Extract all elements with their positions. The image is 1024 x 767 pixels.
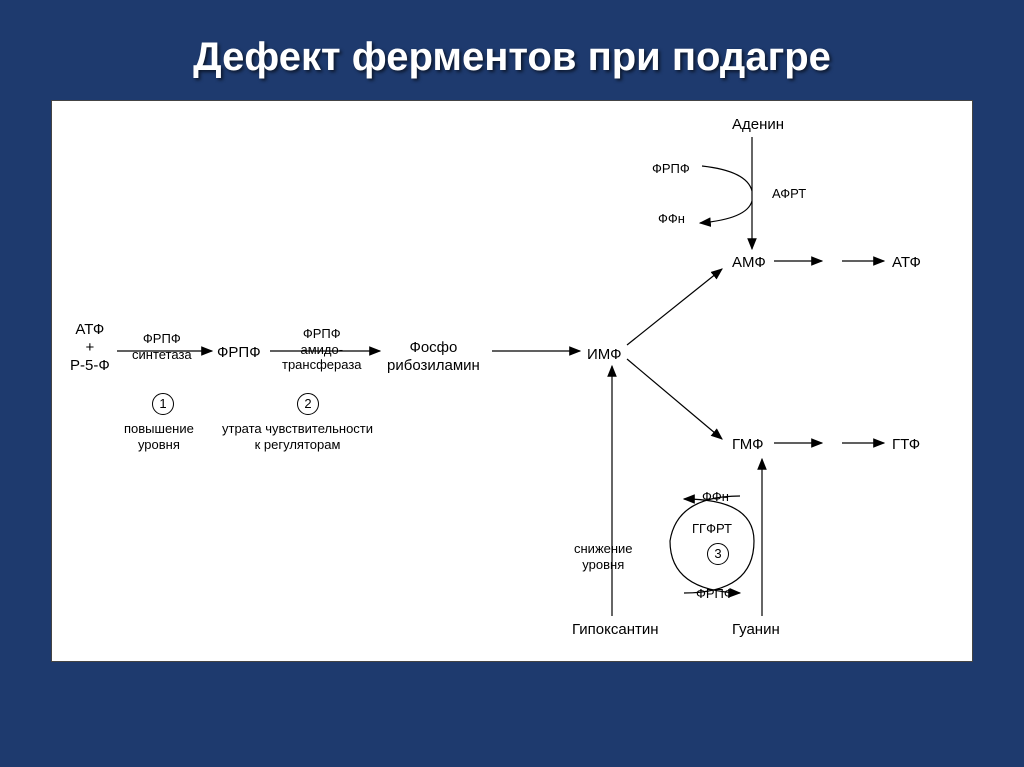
node-frpf_top: ФРПФ	[652, 161, 690, 177]
node-frpf_amido: ФРПФ амидо- трансфераза	[282, 326, 362, 373]
node-ffn_top: ФФн	[658, 211, 685, 227]
node-afrt: АФРТ	[772, 186, 806, 202]
node-caption3: снижение уровня	[574, 541, 633, 572]
node-phospho: Фосфо рибозиламин	[387, 339, 480, 375]
node-frpf_synth: ФРПФ синтетаза	[132, 331, 192, 362]
node-adenin: Аденин	[732, 116, 784, 134]
node-ffn_bot: ФФн	[702, 489, 729, 505]
node-imf: ИМФ	[587, 346, 622, 364]
node-frpf1: ФРПФ	[217, 344, 261, 362]
circle-2: 2	[297, 393, 319, 415]
node-amf: АМФ	[732, 254, 766, 272]
node-ggfrt: ГГФРТ	[692, 521, 732, 537]
node-caption1: повышение уровня	[124, 421, 194, 452]
node-caption2: утрата чувствительности к регуляторам	[222, 421, 373, 452]
node-gtf: ГТФ	[892, 436, 920, 454]
diagram-svg	[52, 101, 972, 661]
node-atf2: АТФ	[892, 254, 921, 272]
node-gmf: ГМФ	[732, 436, 764, 454]
page-title: Дефект ферментов при подагре	[0, 0, 1024, 100]
node-frpf_bot: ФРПФ	[696, 586, 734, 602]
circle-3: 3	[707, 543, 729, 565]
node-atp_r5p: АТФ + Р-5-Ф	[70, 321, 110, 375]
circle-1: 1	[152, 393, 174, 415]
diagram-container: АТФ + Р-5-Ф ФРПФ синтетаза ФРПФ ФРПФ амидо-…	[51, 100, 973, 662]
node-guanin: Гуанин	[732, 621, 780, 639]
node-hypox: Гипоксантин	[572, 621, 659, 639]
